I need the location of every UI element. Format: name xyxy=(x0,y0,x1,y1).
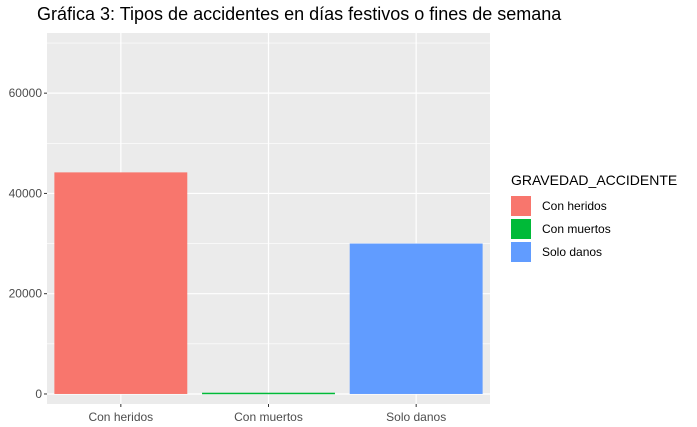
legend-item-con-muertos: Con muertos xyxy=(511,217,677,240)
x-tick-label-con-heridos: Con heridos xyxy=(88,410,153,424)
y-axis: 0 20000 40000 60000 xyxy=(9,86,47,401)
y-tick-label: 60000 xyxy=(9,86,43,100)
x-tick-label-con-muertos: Con muertos xyxy=(234,410,303,424)
bar-solo-danos xyxy=(349,243,483,394)
y-tick-label: 40000 xyxy=(9,186,43,200)
legend-item-con-heridos: Con heridos xyxy=(511,194,677,217)
legend-label-solo-danos: Solo danos xyxy=(542,244,603,259)
x-axis: Con heridos Con muertos Solo danos xyxy=(88,404,446,424)
legend-key-con-heridos xyxy=(511,195,531,216)
legend-label-con-heridos: Con heridos xyxy=(542,198,607,213)
x-tick-label-solo-danos: Solo danos xyxy=(386,410,446,424)
y-tick-label: 0 xyxy=(35,387,42,401)
bar-con-muertos xyxy=(202,392,335,395)
legend-key-solo-danos xyxy=(511,241,531,262)
bars xyxy=(54,172,483,395)
bar-con-heridos xyxy=(54,172,188,394)
legend-title: GRAVEDAD_ACCIDENTE xyxy=(511,172,678,188)
chart-title: Gráfica 3: Tipos de accidentes en días f… xyxy=(37,4,562,24)
legend-key-con-muertos xyxy=(511,218,531,239)
legend: GRAVEDAD_ACCIDENTE Con heridos Con muert… xyxy=(511,172,677,263)
legend-label-con-muertos: Con muertos xyxy=(542,221,611,236)
y-tick-label: 20000 xyxy=(9,287,43,301)
legend-item-solo-danos: Solo danos xyxy=(511,240,677,263)
